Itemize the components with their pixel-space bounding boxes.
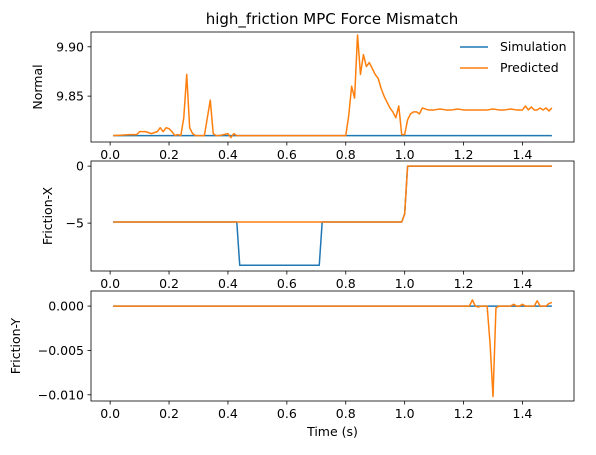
x-tick-label: 1.4 bbox=[513, 276, 533, 291]
x-tick-label: 1.0 bbox=[395, 147, 415, 162]
x-tick-label: 0.2 bbox=[159, 276, 179, 291]
series-line-predicted bbox=[113, 165, 552, 223]
y-tick-label: 0.000 bbox=[48, 299, 84, 314]
x-tick-label: 0.2 bbox=[159, 406, 179, 421]
x-tick-label: 0.4 bbox=[218, 276, 238, 291]
x-tick-label: 0.4 bbox=[218, 406, 238, 421]
x-tick-label: 0.8 bbox=[336, 406, 356, 421]
x-tick-label: 0.8 bbox=[336, 147, 356, 162]
x-tick-label: 0.6 bbox=[277, 406, 297, 421]
y-axis-label: Friction-Y bbox=[8, 317, 23, 374]
x-tick-label: 1.4 bbox=[513, 147, 533, 162]
x-tick-label: 1.2 bbox=[454, 276, 474, 291]
panel-2: 0.0 0.2 0.4 0.6 0.8 1.0 1.2 1.4 −5 0 Friction-X bbox=[40, 159, 575, 291]
x-axis-label: Time (s) bbox=[306, 424, 358, 439]
x-tick-label: 0.0 bbox=[100, 147, 120, 162]
x-tick-label: 1.2 bbox=[454, 406, 474, 421]
y-tick-label: 9.85 bbox=[56, 89, 84, 104]
x-tick-label: 1.0 bbox=[395, 406, 415, 421]
y-axis-label: Friction-X bbox=[40, 186, 55, 245]
x-tick-label: 0.2 bbox=[159, 147, 179, 162]
x-tick-label: 0.6 bbox=[277, 147, 297, 162]
y-tick-label: −0.010 bbox=[38, 387, 84, 402]
panel-3: 0.0 0.2 0.4 0.6 0.8 1.0 1.2 1.4 −0.010 −0.005 0.00… bbox=[8, 290, 575, 439]
legend: Simulation Predicted bbox=[460, 39, 567, 75]
y-tick-label: 9.90 bbox=[56, 39, 84, 54]
axes-frame bbox=[90, 290, 575, 402]
series-line-predicted bbox=[113, 34, 553, 139]
x-tick-label: 1.0 bbox=[395, 276, 415, 291]
x-tick-label: 0.8 bbox=[336, 276, 356, 291]
x-tick-label: 1.4 bbox=[513, 406, 533, 421]
panel-1: 0.0 0.2 0.4 0.6 0.8 1.0 1.2 1.4 9.85 9.90 Normal Si… bbox=[30, 31, 575, 162]
x-tick-label: 0.0 bbox=[100, 406, 120, 421]
y-tick-label: −5 bbox=[66, 216, 84, 231]
legend-label-simulation: Simulation bbox=[500, 39, 567, 54]
x-tick-label: 0.0 bbox=[100, 276, 120, 291]
axes-frame bbox=[90, 160, 575, 272]
chart-title: high_friction MPC Force Mismatch bbox=[206, 10, 459, 29]
x-tick-label: 0.4 bbox=[218, 147, 238, 162]
x-tick-label: 1.2 bbox=[454, 147, 474, 162]
y-tick-label: 0 bbox=[76, 159, 84, 174]
legend-label-predicted: Predicted bbox=[500, 60, 559, 75]
x-tick-label: 0.6 bbox=[277, 276, 297, 291]
series-line-predicted bbox=[113, 299, 553, 398]
y-axis-label: Normal bbox=[30, 64, 45, 109]
axes-frame bbox=[90, 31, 575, 143]
y-tick-label: −0.005 bbox=[38, 343, 84, 358]
